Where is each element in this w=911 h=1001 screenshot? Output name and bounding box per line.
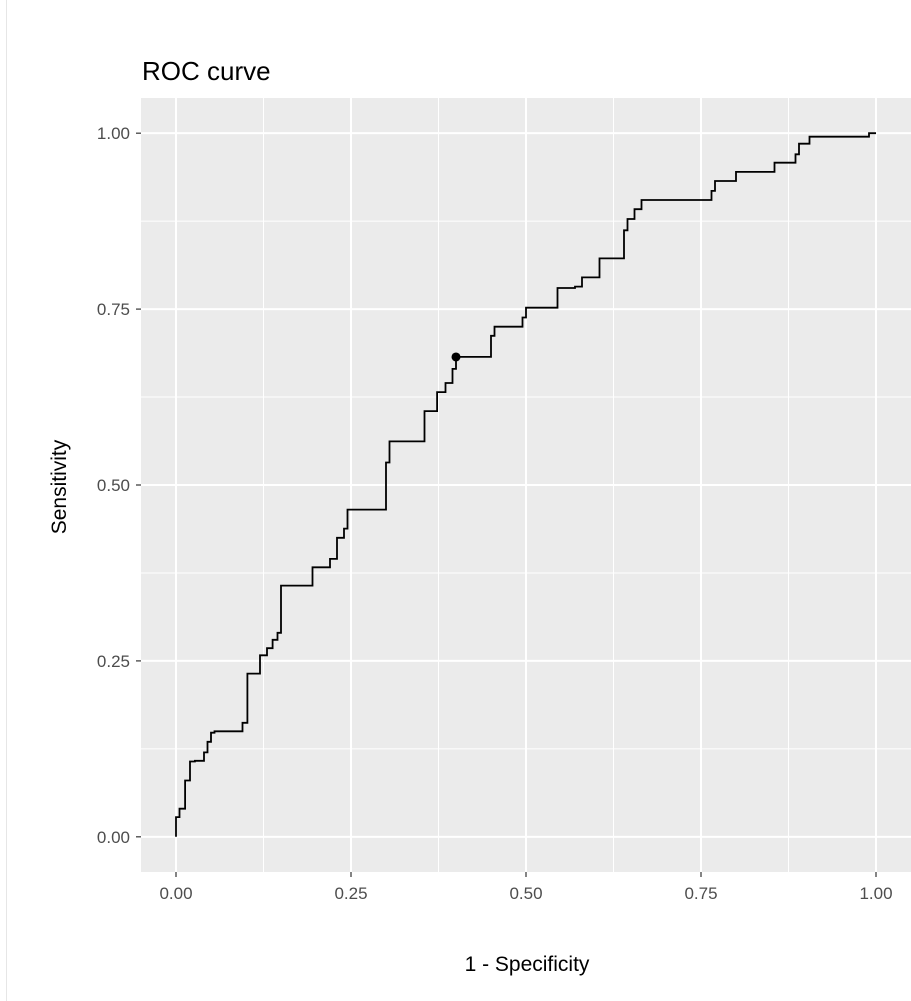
x-tick-label: 0.25: [334, 884, 367, 903]
y-axis-title: Sensitivity: [48, 439, 71, 534]
grid-major: [141, 98, 911, 872]
x-axis-title: 1 - Specificity: [465, 953, 590, 976]
y-tick-label: 0.00: [97, 828, 130, 847]
x-tick-label: 0.75: [684, 884, 717, 903]
left-border-rule: [6, 0, 7, 1001]
y-axis: 0.00 0.25 0.50 0.75 1.00: [97, 124, 141, 847]
optimal-threshold-point: [451, 352, 461, 362]
x-axis: 0.00 0.25 0.50 0.75 1.00: [159, 872, 893, 903]
y-tick-label: 0.25: [97, 652, 130, 671]
roc-curve-line: [175, 132, 876, 837]
y-tick-label: 0.75: [97, 300, 130, 319]
y-tick-label: 1.00: [97, 124, 130, 143]
y-tick-label: 0.50: [97, 476, 130, 495]
chart-title: ROC curve: [142, 56, 271, 86]
x-tick-label: 0.50: [509, 884, 542, 903]
x-tick-label: 1.00: [859, 884, 892, 903]
x-tick-label: 0.00: [159, 884, 192, 903]
